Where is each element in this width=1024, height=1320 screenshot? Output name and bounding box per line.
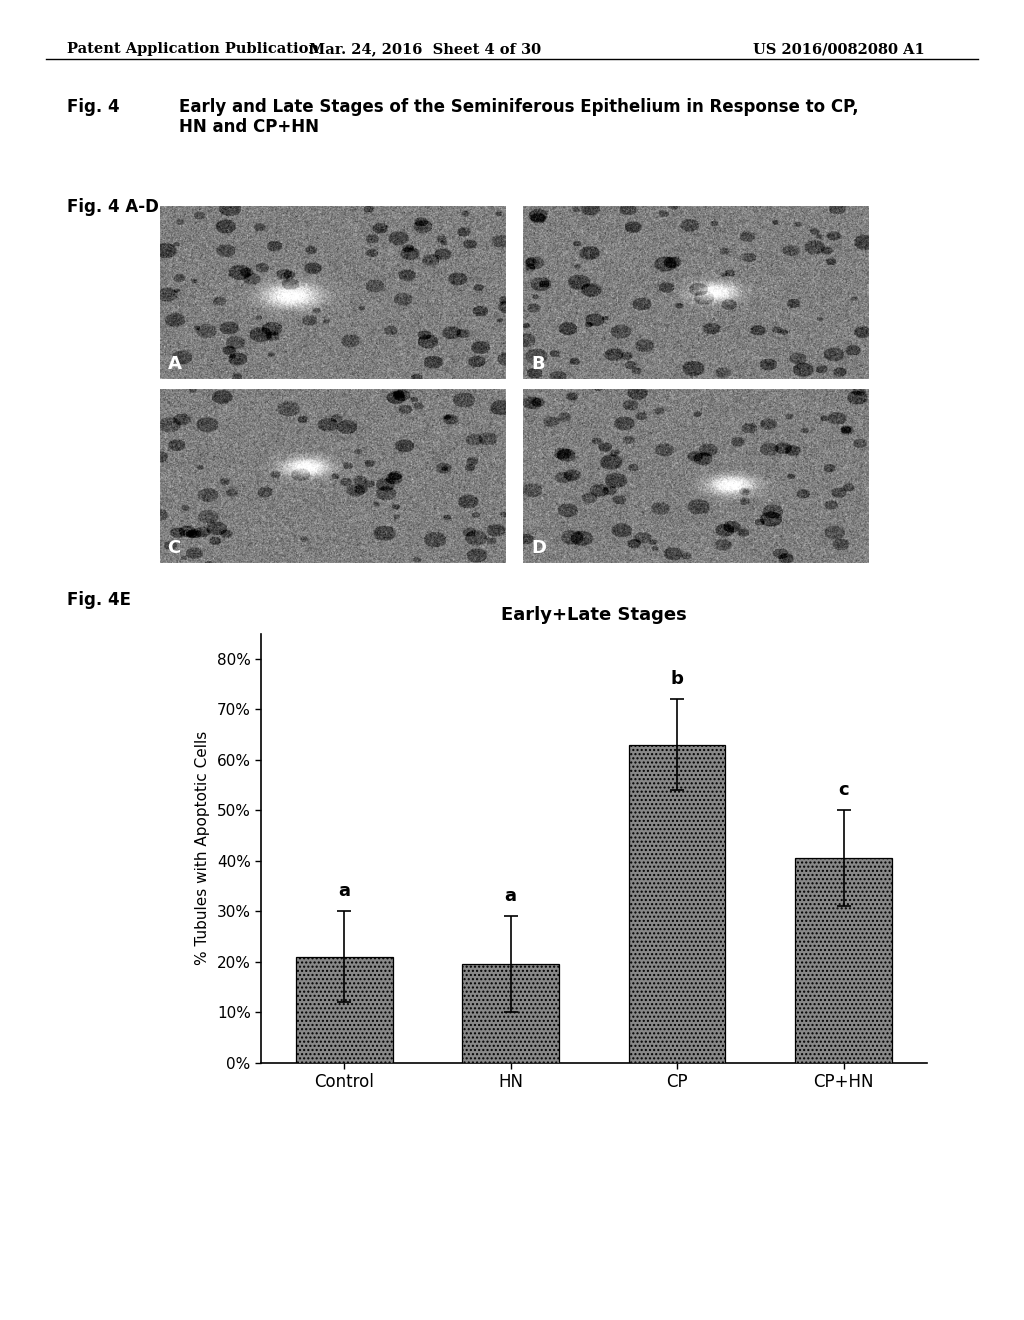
Text: US 2016/0082080 A1: US 2016/0082080 A1 (753, 42, 925, 57)
Bar (629, 744, 725, 1063)
Text: a: a (338, 882, 350, 900)
Title: Early+Late Stages: Early+Late Stages (501, 606, 687, 624)
Text: Fig. 4E: Fig. 4E (67, 591, 131, 610)
Text: c: c (839, 781, 849, 799)
Text: B: B (530, 355, 545, 374)
Bar (296, 957, 392, 1063)
Text: Fig. 4 A-D: Fig. 4 A-D (67, 198, 159, 216)
Text: D: D (530, 539, 546, 557)
Y-axis label: % Tubules with Apoptotic Cells: % Tubules with Apoptotic Cells (195, 731, 210, 965)
Bar (796, 858, 892, 1063)
Bar (463, 964, 559, 1063)
Text: C: C (168, 539, 180, 557)
Text: Mar. 24, 2016  Sheet 4 of 30: Mar. 24, 2016 Sheet 4 of 30 (309, 42, 541, 57)
Text: Early and Late Stages of the Seminiferous Epithelium in Response to CP,
HN and C: Early and Late Stages of the Seminiferou… (179, 98, 859, 136)
Text: a: a (505, 887, 517, 906)
Text: A: A (168, 355, 181, 374)
Text: Patent Application Publication: Patent Application Publication (67, 42, 318, 57)
Text: Fig. 4: Fig. 4 (67, 98, 119, 116)
Text: b: b (671, 671, 684, 688)
